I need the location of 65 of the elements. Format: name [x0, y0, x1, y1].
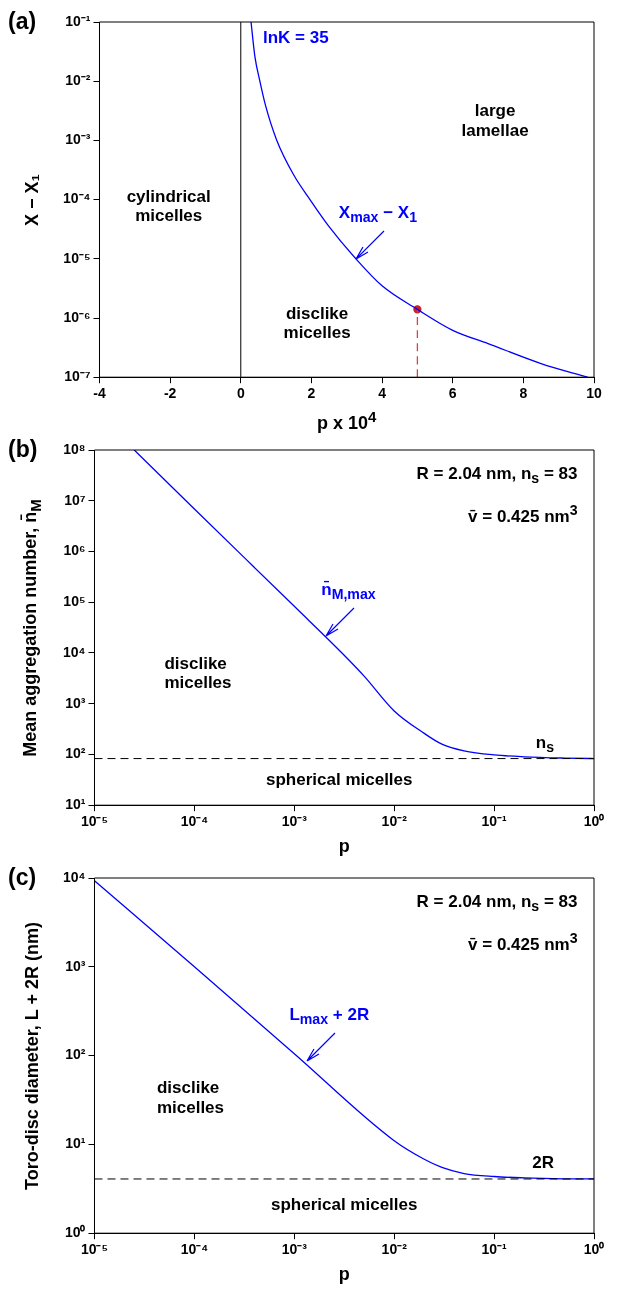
- y-tick-label: 10⁸: [63, 440, 86, 457]
- x-axis-title: p: [338, 836, 350, 857]
- annotation: R = 2.04 nm, n$_{s}$ = 83: [416, 891, 578, 915]
- y-tick-label: 10³: [65, 957, 86, 974]
- y-tick-label: 10⁰: [64, 1224, 86, 1241]
- x-tick-label: -2: [163, 385, 177, 402]
- y-tick-label: 10⁻⁴: [63, 190, 91, 207]
- y-tick-label: 10⁴: [63, 643, 86, 660]
- y-tick-label: 10¹: [65, 796, 86, 813]
- x-tick-label: 10⁻¹: [481, 1241, 508, 1258]
- y-tick-label: 10¹: [65, 1135, 86, 1152]
- x-tick-label: 10⁻¹: [481, 813, 508, 830]
- y-tick-label: 10⁻¹: [65, 12, 91, 29]
- x-axis-title: p: [338, 1264, 350, 1285]
- y-axis-title: Toro-disc diameter, L + 2R (nm): [21, 921, 43, 1190]
- x-tick-label: 10: [586, 385, 602, 402]
- x-tick-label: 10⁻³: [281, 813, 308, 830]
- y-tick-label: 10⁶: [63, 542, 86, 559]
- y-tick-label: 10⁻⁶: [63, 308, 91, 325]
- chart-title: (a): [8, 8, 37, 35]
- y-tick-label: 10⁻²: [65, 72, 91, 89]
- annotation: spherical micelles: [270, 1195, 418, 1215]
- annotation: disclike micelles: [164, 654, 233, 694]
- x-tick-label: 10⁻⁵: [80, 1241, 109, 1258]
- y-tick-label: 10⁴: [63, 868, 86, 885]
- annotation: X$_{max}$ − X$_{1}$: [338, 202, 418, 226]
- annotation: large lamellae: [460, 101, 530, 141]
- y-tick-label: 10²: [65, 1046, 86, 1063]
- x-tick-label: 10⁻³: [281, 1241, 308, 1258]
- annotation: L$_{max}$ + 2R: [289, 1004, 370, 1028]
- y-tick-label: 10⁵: [63, 593, 86, 610]
- x-tick-label: 10⁻⁴: [180, 813, 209, 830]
- x-tick-label: 10⁻⁵: [80, 813, 109, 830]
- annotation: R = 2.04 nm, n$_{s}$ = 83: [416, 463, 578, 487]
- x-tick-label: -4: [93, 385, 106, 402]
- chart-title: (b): [8, 436, 38, 463]
- annotation: n̄$_{M,max}$: [321, 579, 376, 602]
- y-tick-label: 10²: [65, 745, 86, 762]
- y-tick-label: 10⁻⁷: [64, 368, 91, 385]
- annotation: v̄ = 0.425 nm$^{3}$: [468, 929, 578, 955]
- x-tick-label: 0: [236, 385, 245, 402]
- annotation: disclike micelles: [156, 1078, 226, 1118]
- x-tick-label: 4: [378, 385, 387, 402]
- y-tick-label: 10³: [65, 694, 86, 711]
- y-tick-label: 10⁻³: [65, 131, 91, 148]
- ref-line-label: n$_{s}$: [535, 732, 554, 756]
- x-tick-label: 2: [307, 385, 316, 402]
- annotation: cylindrical micelles: [125, 187, 212, 227]
- x-tick-label: 10⁻⁴: [180, 1241, 209, 1258]
- x-tick-label: 8: [519, 385, 528, 402]
- x-tick-label: 10⁻²: [381, 813, 408, 830]
- series-label: lnK = 35: [263, 28, 329, 48]
- chart-title: (c): [8, 864, 37, 891]
- y-tick-label: 10⁻⁵: [63, 249, 91, 266]
- ref-line-label: 2R: [532, 1152, 554, 1173]
- y-tick-label: 10⁷: [64, 491, 86, 508]
- annotation: spherical micelles: [266, 770, 413, 791]
- x-tick-label: 10⁻²: [381, 1241, 408, 1258]
- x-tick-label: 6: [448, 385, 457, 402]
- x-tick-label: 10⁰: [583, 813, 605, 830]
- x-axis-title: p x 10$^{4}$: [317, 408, 377, 434]
- x-tick-label: 10⁰: [583, 1241, 605, 1258]
- annotation: disclike micelles: [282, 304, 352, 344]
- annotation: v̄ = 0.425 nm$^{3}$: [468, 501, 578, 527]
- y-axis-title: X − X₁: [21, 173, 43, 226]
